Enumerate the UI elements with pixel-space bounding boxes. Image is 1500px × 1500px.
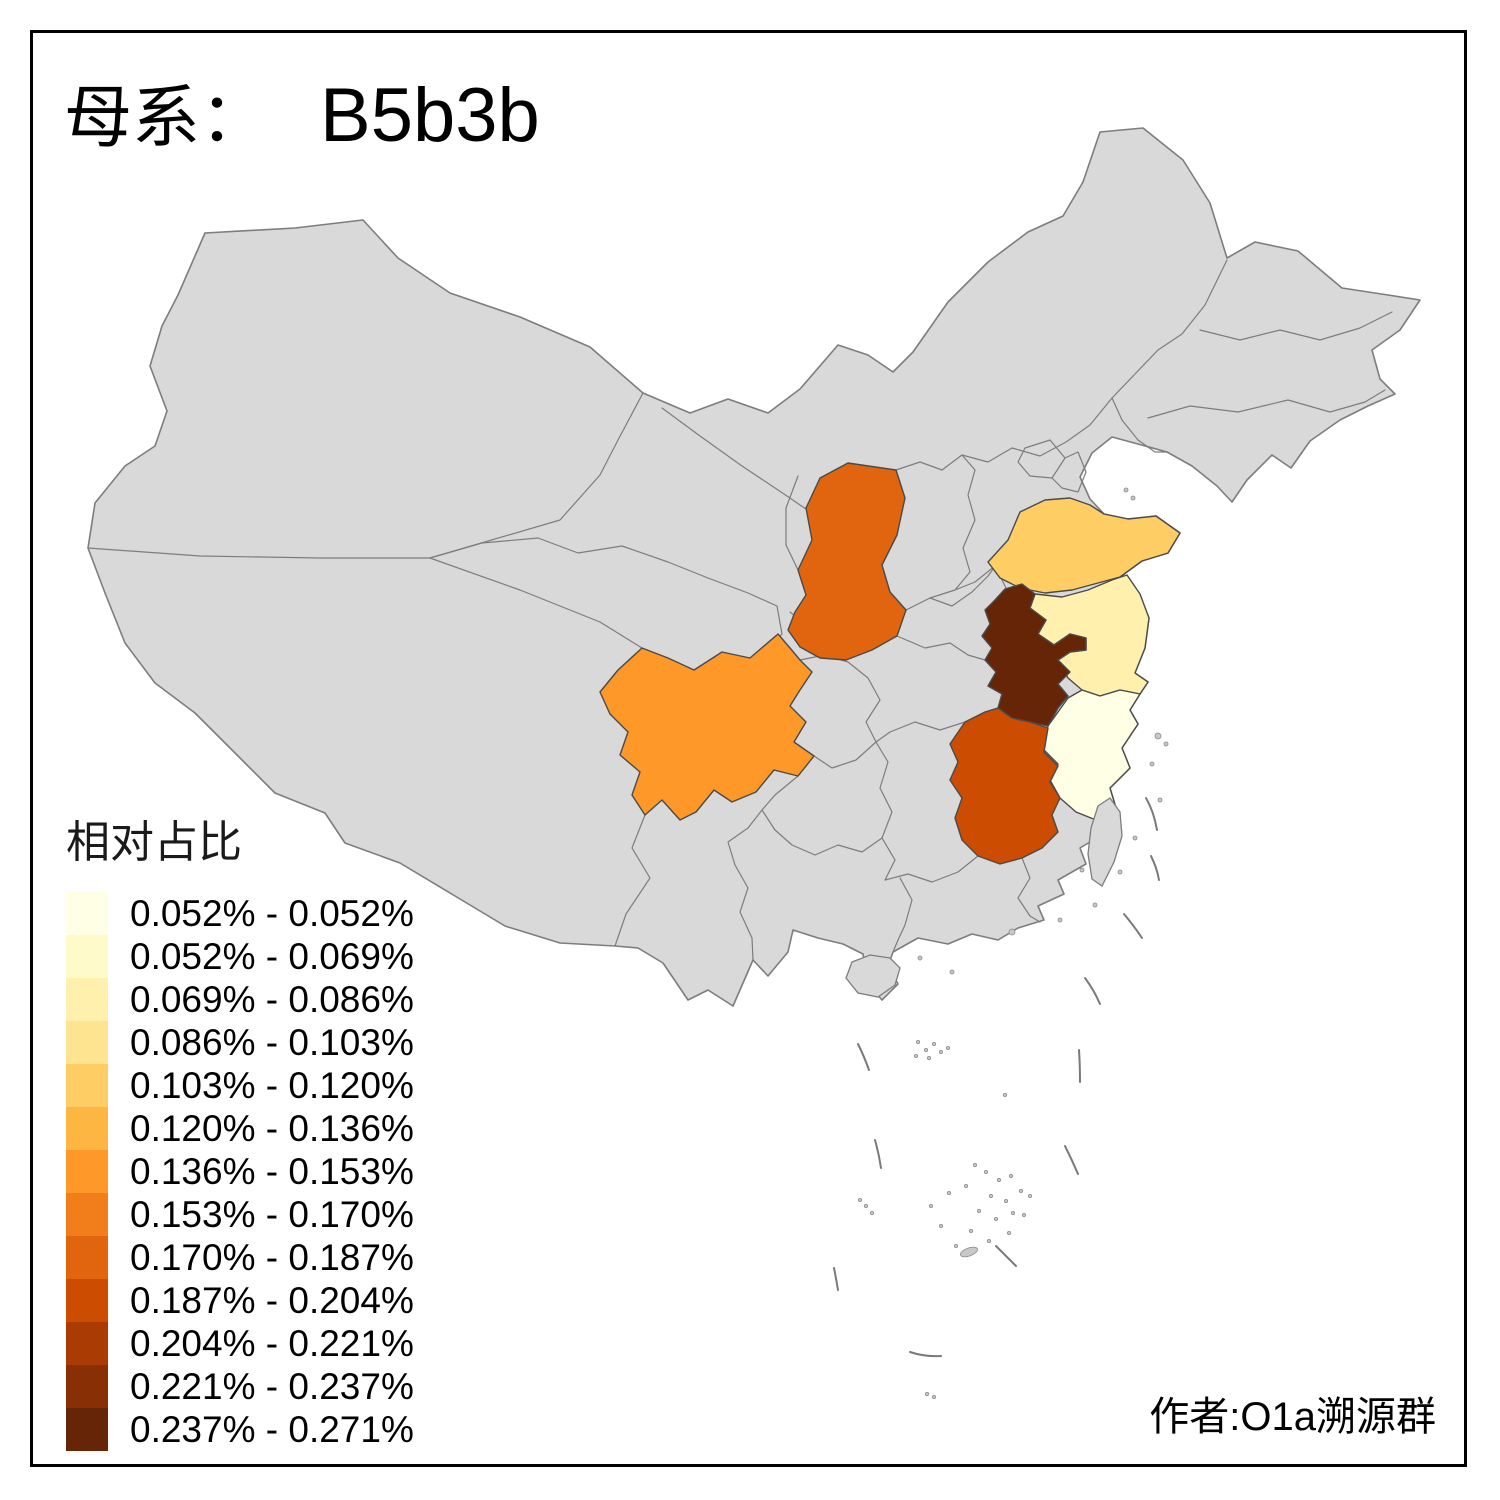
title-haplogroup-value: B5b3b [320, 73, 540, 158]
legend-swatch [66, 1279, 108, 1322]
legend-swatch [66, 1322, 108, 1365]
legend-swatch [66, 1236, 108, 1279]
legend-title: 相对占比 [66, 818, 242, 867]
legend-swatch [66, 1408, 108, 1451]
taiwan-island [1087, 797, 1123, 887]
legend-item: 0.136% - 0.153% [66, 1150, 414, 1193]
legend-label: 0.103% - 0.120% [130, 1064, 414, 1106]
border-heilongjiang-jilin [1199, 311, 1393, 341]
border-liaoning-west [1111, 397, 1168, 453]
dash-segment [1150, 855, 1160, 881]
legend-label: 0.052% - 0.069% [130, 935, 414, 977]
dash-segment [857, 1043, 870, 1071]
border-henan-south [896, 635, 986, 661]
province-jiangxi [949, 707, 1061, 865]
legend-item: 0.204% - 0.221% [66, 1322, 414, 1365]
author-credit: 作者:O1a溯源群 [1149, 1395, 1436, 1439]
colored-provinces [599, 462, 1181, 865]
border-innermongolia-south [895, 259, 1228, 471]
legend-label: 0.120% - 0.136% [130, 1107, 414, 1149]
border-guangxi-guangdong [892, 877, 913, 953]
dash-segment [1123, 913, 1143, 939]
hainan-island [845, 954, 901, 998]
legend-item: 0.069% - 0.086% [66, 978, 414, 1021]
legend-swatch [66, 1193, 108, 1236]
legend-item: 0.153% - 0.170% [66, 1193, 414, 1236]
border-tibet-qinghai [429, 557, 643, 649]
border-xinjiang-east [429, 392, 644, 559]
legend-items: 0.052% - 0.052% 0.052% - 0.069% 0.069% - 0… [66, 892, 414, 1451]
legend-label: 0.237% - 0.271% [130, 1408, 414, 1450]
border-yunnan-east [727, 809, 763, 961]
border-tibet-yunnan [614, 814, 651, 947]
border-hubei-south [875, 721, 966, 743]
legend-label: 0.187% - 0.204% [130, 1279, 414, 1321]
border-henan-east [929, 564, 997, 607]
dash-segment [909, 1351, 942, 1358]
legend-item: 0.237% - 0.271% [66, 1408, 414, 1451]
dash-segment [1145, 797, 1158, 831]
border-jilin-liaoning [1147, 389, 1386, 419]
border-guangdong-fujian [1017, 857, 1041, 923]
border-hunan-south [884, 855, 979, 883]
legend-swatch [66, 1064, 108, 1107]
dash-segment [1078, 1049, 1081, 1083]
legend-swatch [66, 978, 108, 1021]
legend-label: 0.136% - 0.153% [130, 1150, 414, 1192]
nine-dash-line [833, 797, 1160, 1358]
legend-item: 0.221% - 0.237% [66, 1365, 414, 1408]
legend-swatch [66, 1365, 108, 1408]
legend-swatch [66, 1021, 108, 1064]
legend-label: 0.086% - 0.103% [130, 1021, 414, 1063]
legend-swatch [66, 1107, 108, 1150]
plot-title: 母系： B5b3b [64, 62, 540, 161]
province-sichuan [599, 633, 815, 821]
legend-item: 0.170% - 0.187% [66, 1236, 414, 1279]
border-shanxi [905, 454, 976, 611]
legend: 相对占比 0.052% - 0.052% 0.052% - 0.069% 0.069… [66, 806, 414, 1451]
legend-item: 0.052% - 0.052% [66, 892, 414, 935]
border-hunan-west [875, 741, 896, 881]
legend-swatch [66, 892, 108, 935]
border-tianjin [1051, 451, 1087, 493]
legend-item: 0.120% - 0.136% [66, 1107, 414, 1150]
province-anhui [981, 583, 1087, 727]
dash-segment [1084, 977, 1101, 1005]
dash-segment [833, 1267, 839, 1291]
dash-segment [1064, 1145, 1079, 1175]
border-guizhou [761, 755, 883, 856]
province-shaanxi [787, 462, 907, 661]
legend-label: 0.221% - 0.237% [130, 1365, 414, 1407]
dash-segment [995, 1245, 1017, 1267]
small-islands [858, 487, 1169, 1400]
border-ningxia [785, 475, 801, 575]
legend-label: 0.153% - 0.170% [130, 1193, 414, 1235]
legend-label: 0.069% - 0.086% [130, 978, 414, 1020]
legend-item: 0.086% - 0.103% [66, 1021, 414, 1064]
legend-item: 0.103% - 0.120% [66, 1064, 414, 1107]
legend-swatch [66, 1150, 108, 1193]
islands [845, 487, 1169, 1400]
legend-label: 0.052% - 0.052% [130, 892, 414, 934]
legend-label: 0.170% - 0.187% [130, 1236, 414, 1278]
legend-item: 0.052% - 0.069% [66, 935, 414, 978]
legend-swatch [66, 935, 108, 978]
title-prefix: 母系： [64, 80, 269, 156]
legend-label: 0.204% - 0.221% [130, 1322, 414, 1364]
border-xinjiang-tibet [87, 547, 431, 559]
legend-item: 0.187% - 0.204% [66, 1279, 414, 1322]
dash-segment [874, 1139, 882, 1169]
